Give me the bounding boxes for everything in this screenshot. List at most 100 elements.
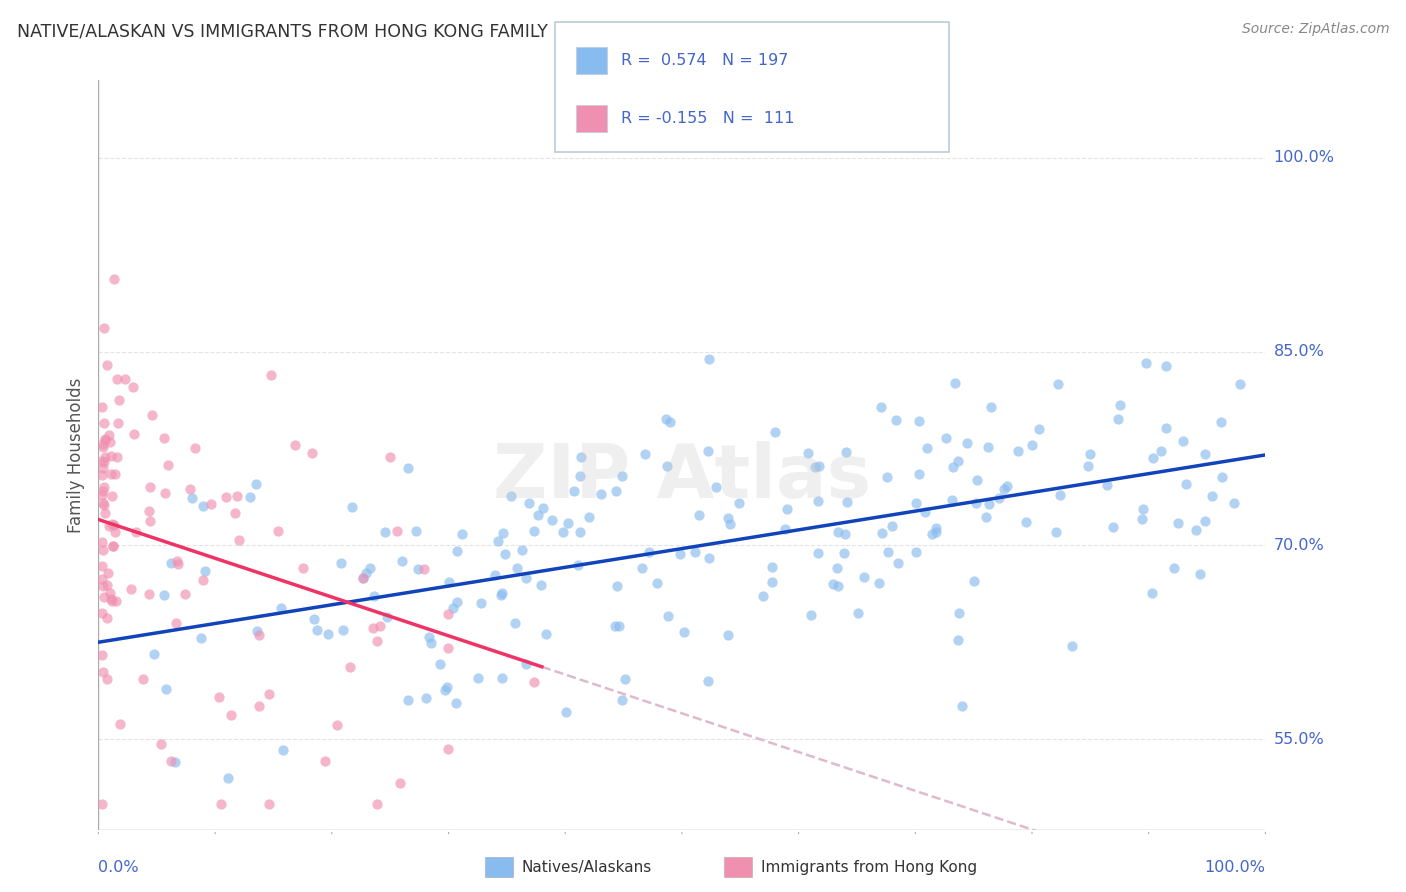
Point <box>1049 488 1071 502</box>
Point <box>1163 561 1185 575</box>
Point <box>96 673 118 687</box>
Text: 55.0%: 55.0% <box>1274 731 1324 747</box>
Point <box>329 556 352 570</box>
Point <box>107 416 129 430</box>
Text: NATIVE/ALASKAN VS IMMIGRANTS FROM HONG KONG FAMILY HOUSEHOLDS CORRELATION CHART: NATIVE/ALASKAN VS IMMIGRANTS FROM HONG K… <box>17 22 870 40</box>
Point <box>91 484 114 499</box>
Point <box>93 321 115 335</box>
Point <box>103 272 125 286</box>
Point <box>100 592 122 607</box>
Point <box>1007 444 1029 458</box>
Point <box>90 648 112 662</box>
Point <box>948 606 970 620</box>
Y-axis label: Family Households: Family Households <box>66 377 84 533</box>
Point <box>925 525 948 540</box>
Point <box>98 428 121 442</box>
Point <box>657 608 679 623</box>
Point <box>94 506 117 520</box>
Point <box>200 497 222 511</box>
Point <box>215 490 238 504</box>
Point <box>105 450 128 464</box>
Point <box>870 400 893 414</box>
Point <box>138 514 160 528</box>
Point <box>655 412 678 426</box>
Point <box>1140 586 1163 600</box>
Point <box>142 647 165 661</box>
Point <box>93 461 115 475</box>
Point <box>91 543 114 558</box>
Point <box>138 504 160 518</box>
Point <box>868 576 890 591</box>
Point <box>1211 470 1233 484</box>
Point <box>1045 525 1067 540</box>
Point <box>1209 415 1232 429</box>
Point <box>499 488 522 502</box>
Point <box>541 513 564 527</box>
Point <box>433 683 456 698</box>
Point <box>993 482 1015 496</box>
Point <box>247 628 270 642</box>
Point <box>90 606 112 620</box>
Point <box>209 797 232 811</box>
Point <box>173 587 195 601</box>
Point <box>658 415 681 429</box>
Point <box>837 494 859 508</box>
Point <box>876 470 898 484</box>
Point <box>446 595 468 609</box>
Point <box>301 445 323 459</box>
Point <box>105 372 128 386</box>
Point <box>530 577 553 591</box>
Point <box>363 589 385 603</box>
Point <box>562 484 585 499</box>
Point <box>527 508 550 523</box>
Point <box>1171 434 1194 448</box>
Point <box>688 508 710 523</box>
Point <box>1154 359 1177 374</box>
Point <box>93 590 115 604</box>
Text: R =  0.574   N = 197: R = 0.574 N = 197 <box>621 54 789 68</box>
Point <box>108 392 131 407</box>
Point <box>391 554 413 568</box>
Point <box>1021 438 1043 452</box>
Point <box>413 562 436 576</box>
Point <box>832 546 855 560</box>
Point <box>976 440 998 454</box>
Point <box>827 579 849 593</box>
Point <box>103 467 125 482</box>
Point <box>437 640 460 655</box>
Point <box>217 771 239 785</box>
Point <box>908 414 931 428</box>
Point <box>385 524 408 539</box>
Point <box>1132 502 1154 516</box>
Point <box>853 569 876 583</box>
Point <box>122 380 145 394</box>
Point <box>914 505 936 519</box>
Point <box>339 659 361 673</box>
Point <box>515 657 537 671</box>
Point <box>1077 459 1099 474</box>
Point <box>93 455 115 469</box>
Point <box>1028 422 1050 436</box>
Point <box>90 467 112 482</box>
Point <box>905 545 928 559</box>
Point <box>352 571 374 585</box>
Point <box>915 441 938 455</box>
Point <box>159 557 181 571</box>
Point <box>948 632 970 647</box>
Point <box>91 534 114 549</box>
Point <box>91 665 114 679</box>
Point <box>101 594 124 608</box>
Point <box>668 547 690 561</box>
Point <box>846 606 869 620</box>
Point <box>492 525 515 540</box>
Point <box>451 527 474 541</box>
Point <box>808 458 831 473</box>
Point <box>97 566 120 581</box>
Point <box>96 577 118 591</box>
Point <box>96 611 118 625</box>
Point <box>943 376 966 390</box>
Point <box>90 573 112 587</box>
Point <box>823 576 845 591</box>
Point <box>429 657 451 671</box>
Point <box>208 690 231 705</box>
